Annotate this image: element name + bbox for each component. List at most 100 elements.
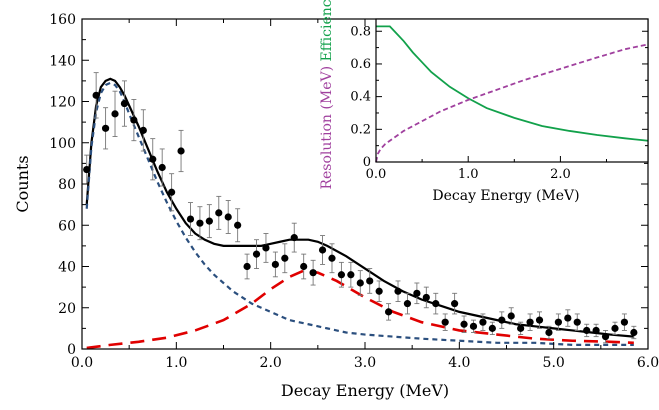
data-point-marker: [337, 271, 346, 279]
x-tick-label: 4.0: [448, 355, 470, 371]
inset-y-tick-label: 0.8: [350, 24, 371, 39]
data-point-48: [535, 311, 544, 329]
data-point-5: [130, 98, 138, 142]
data-point-marker: [92, 91, 100, 99]
data-point-marker: [252, 250, 261, 258]
data-point-2: [101, 107, 110, 150]
data-point-marker: [177, 147, 185, 155]
data-point-marker: [196, 219, 204, 227]
inset-x-tick-label: 0.0: [366, 167, 387, 182]
data-point-15: [224, 200, 232, 234]
data-point-23: [300, 253, 308, 280]
data-point-marker: [620, 318, 629, 326]
data-point-marker: [564, 314, 572, 322]
data-point-24: [309, 259, 317, 286]
x-tick-label: 0.0: [71, 355, 93, 371]
data-point-marker: [224, 213, 232, 221]
data-point-marker: [592, 326, 600, 335]
data-point-1: [92, 72, 100, 119]
y-tick-label: 80: [58, 177, 76, 193]
data-point-marker: [601, 333, 610, 341]
data-point-marker: [366, 277, 374, 285]
data-point-marker: [234, 221, 242, 229]
data-point-33: [394, 280, 402, 303]
data-point-57: [620, 313, 629, 331]
data-point-marker: [101, 124, 110, 132]
data-point-marker: [460, 320, 468, 328]
series-line-dotted: [85, 81, 634, 346]
inset-x-tick-label: 1.0: [458, 167, 479, 182]
data-point-marker: [347, 271, 355, 279]
inset-series-efficiency: [376, 25, 649, 142]
data-point-17: [243, 253, 251, 280]
data-point-49: [545, 325, 553, 340]
data-point-37: [432, 292, 440, 315]
data-point-marker: [611, 324, 619, 332]
data-point-19: [262, 233, 270, 263]
data-point-51: [564, 309, 572, 327]
data-point-31: [375, 280, 383, 303]
data-point-marker: [186, 215, 195, 223]
inset-plot: 0.0 1.0 2.0 0 0.2 0.4 0.6 0.8 Decay Energy (MeV)…: [319, 0, 649, 204]
inset-y-axis-title: Resolution (MeV) Efficiency: [319, 0, 335, 190]
data-point-4: [120, 80, 129, 127]
data-point-38: [441, 313, 449, 331]
y-tick-label: 160: [49, 12, 76, 28]
inset-x-axis-title: Decay Energy (MeV): [432, 188, 579, 204]
inset-y-tick-label: 0.4: [350, 90, 371, 105]
x-tick-label: 5.0: [543, 355, 565, 371]
data-point-marker: [517, 324, 525, 332]
data-point-44: [498, 311, 506, 329]
data-point-marker: [384, 308, 393, 316]
data-point-marker: [422, 293, 430, 302]
data-point-54: [592, 323, 600, 338]
data-point-marker: [526, 318, 534, 326]
x-tick-label: 3.0: [354, 355, 376, 371]
data-point-marker: [469, 322, 478, 330]
y-tick-label: 120: [49, 95, 76, 111]
data-point-marker: [262, 244, 270, 252]
data-point-marker: [394, 287, 402, 295]
data-point-marker: [139, 126, 147, 134]
data-point-40: [460, 315, 468, 333]
data-point-9: [168, 173, 176, 212]
data-point-11: [186, 202, 195, 237]
inset-x-tick-label: 2.0: [550, 167, 571, 182]
data-point-marker: [488, 324, 496, 332]
y-tick-label: 100: [49, 136, 76, 152]
main-plot: 0.0 1.0 2.0 3.0 4.0 5.0 6.0 0 20 40 60 80 100 120 140 1…: [13, 12, 659, 400]
data-point-marker: [290, 234, 298, 242]
data-point-marker: [451, 300, 459, 308]
data-point-34: [403, 292, 412, 315]
data-point-18: [252, 239, 261, 270]
data-point-marker: [356, 279, 364, 287]
y-tick-label: 140: [49, 53, 76, 69]
data-point-28: [347, 261, 355, 288]
inset-series-resolution-mev: [375, 43, 649, 163]
data-point-58: [630, 325, 638, 340]
data-point-53: [583, 323, 591, 338]
data-point-marker: [535, 316, 544, 324]
data-point-marker: [111, 110, 119, 118]
inset-y-title-resolution: Resolution (MeV): [319, 66, 335, 190]
data-point-43: [488, 321, 496, 336]
data-point-22: [290, 222, 298, 253]
data-point-marker: [479, 318, 487, 326]
data-point-41: [469, 319, 478, 333]
data-point-marker: [432, 300, 440, 308]
data-point-8: [158, 148, 166, 187]
data-point-marker: [120, 99, 129, 108]
data-point-marker: [83, 165, 91, 174]
y-tick-label: 0: [67, 342, 76, 358]
inset-frame: [375, 18, 649, 163]
data-point-36: [422, 286, 430, 309]
y-tick-label: 60: [58, 218, 76, 234]
data-point-50: [554, 313, 562, 331]
x-tick-label: 6.0: [637, 355, 659, 371]
y-tick-label: 20: [58, 301, 76, 317]
data-point-20: [271, 251, 279, 278]
data-point-47: [526, 313, 534, 331]
inset-y-tick-label: 0: [363, 155, 371, 170]
x-tick-label: 1.0: [165, 355, 187, 371]
